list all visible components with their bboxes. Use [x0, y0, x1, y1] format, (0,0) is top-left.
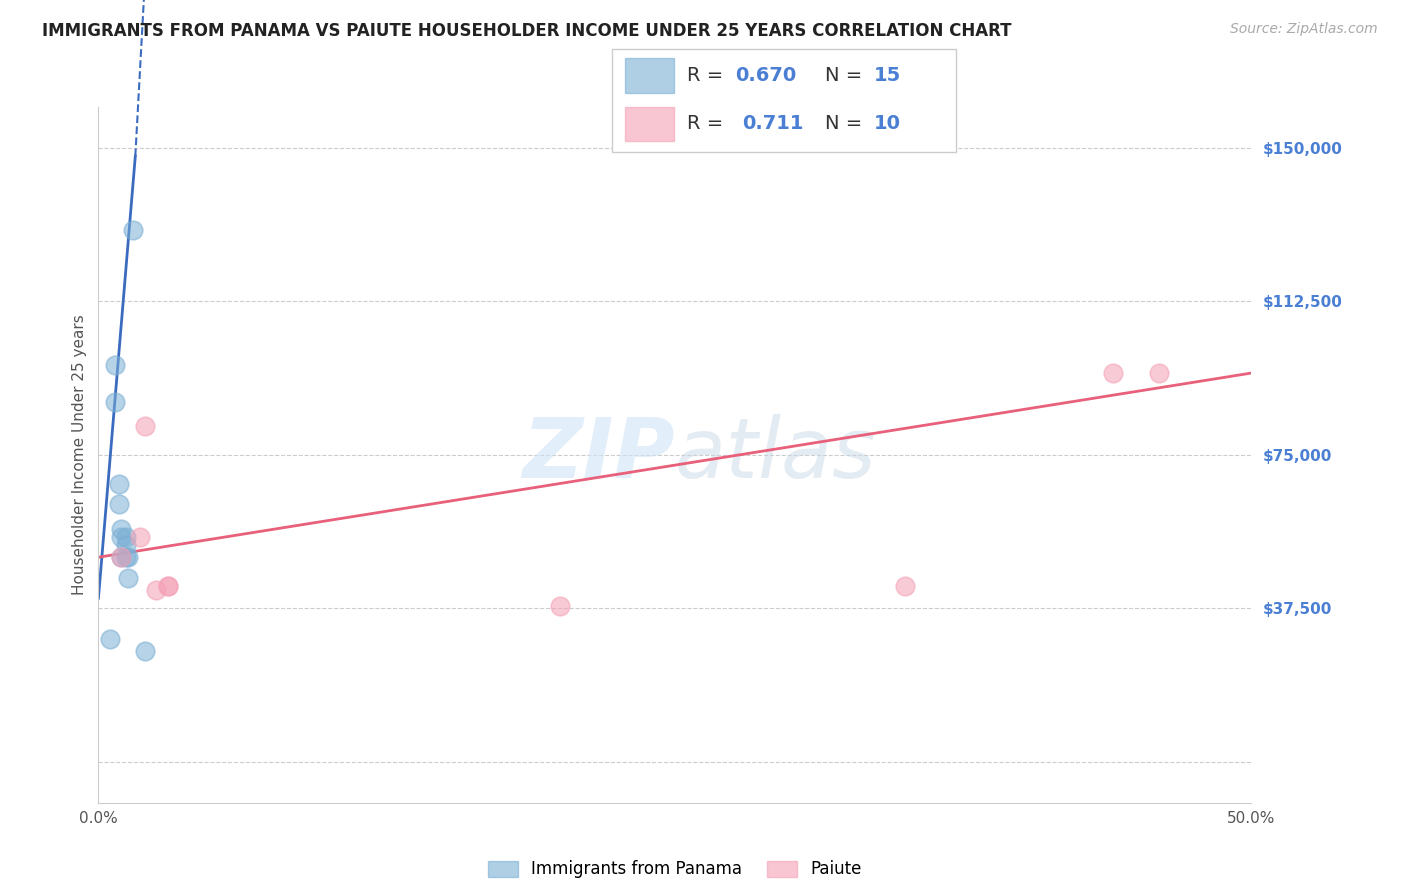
FancyBboxPatch shape [626, 58, 673, 93]
Point [103, 358, 125, 372]
Text: IMMIGRANTS FROM PANAMA VS PAIUTE HOUSEHOLDER INCOME UNDER 25 YEARS CORRELATION C: IMMIGRANTS FROM PANAMA VS PAIUTE HOUSEHO… [42, 22, 1012, 40]
Point [115, 530, 138, 544]
Point [110, 530, 132, 544]
Text: 15: 15 [873, 66, 901, 86]
Y-axis label: Householder Income Under 25 years: Householder Income Under 25 years [72, 315, 87, 595]
Text: ZIP: ZIP [522, 415, 675, 495]
Point [103, 394, 125, 409]
Point [108, 497, 131, 511]
Point [156, 579, 179, 593]
Point [134, 419, 156, 434]
Point [115, 538, 138, 552]
Point [156, 579, 179, 593]
Point [145, 582, 167, 597]
Text: 0.711: 0.711 [742, 114, 804, 134]
Point [548, 599, 571, 614]
Point [117, 550, 139, 565]
Point [894, 579, 917, 593]
Point [108, 476, 131, 491]
Point [122, 223, 145, 237]
Point [115, 550, 138, 565]
Point [117, 571, 139, 585]
Text: R =: R = [688, 66, 730, 86]
Text: Source: ZipAtlas.com: Source: ZipAtlas.com [1230, 22, 1378, 37]
Point [1102, 366, 1125, 380]
Text: N =: N = [825, 66, 869, 86]
Point [110, 550, 132, 565]
Legend: Immigrants from Panama, Paiute: Immigrants from Panama, Paiute [481, 854, 869, 885]
Point [134, 644, 156, 658]
Text: R =: R = [688, 114, 737, 134]
Text: atlas: atlas [675, 415, 876, 495]
Point [110, 550, 132, 565]
Point [1147, 366, 1170, 380]
FancyBboxPatch shape [626, 106, 673, 141]
Point [129, 530, 152, 544]
FancyBboxPatch shape [612, 49, 956, 152]
Point [98, 632, 121, 646]
Text: 0.670: 0.670 [735, 66, 797, 86]
Point [110, 522, 132, 536]
Text: N =: N = [825, 114, 869, 134]
Text: 10: 10 [873, 114, 900, 134]
